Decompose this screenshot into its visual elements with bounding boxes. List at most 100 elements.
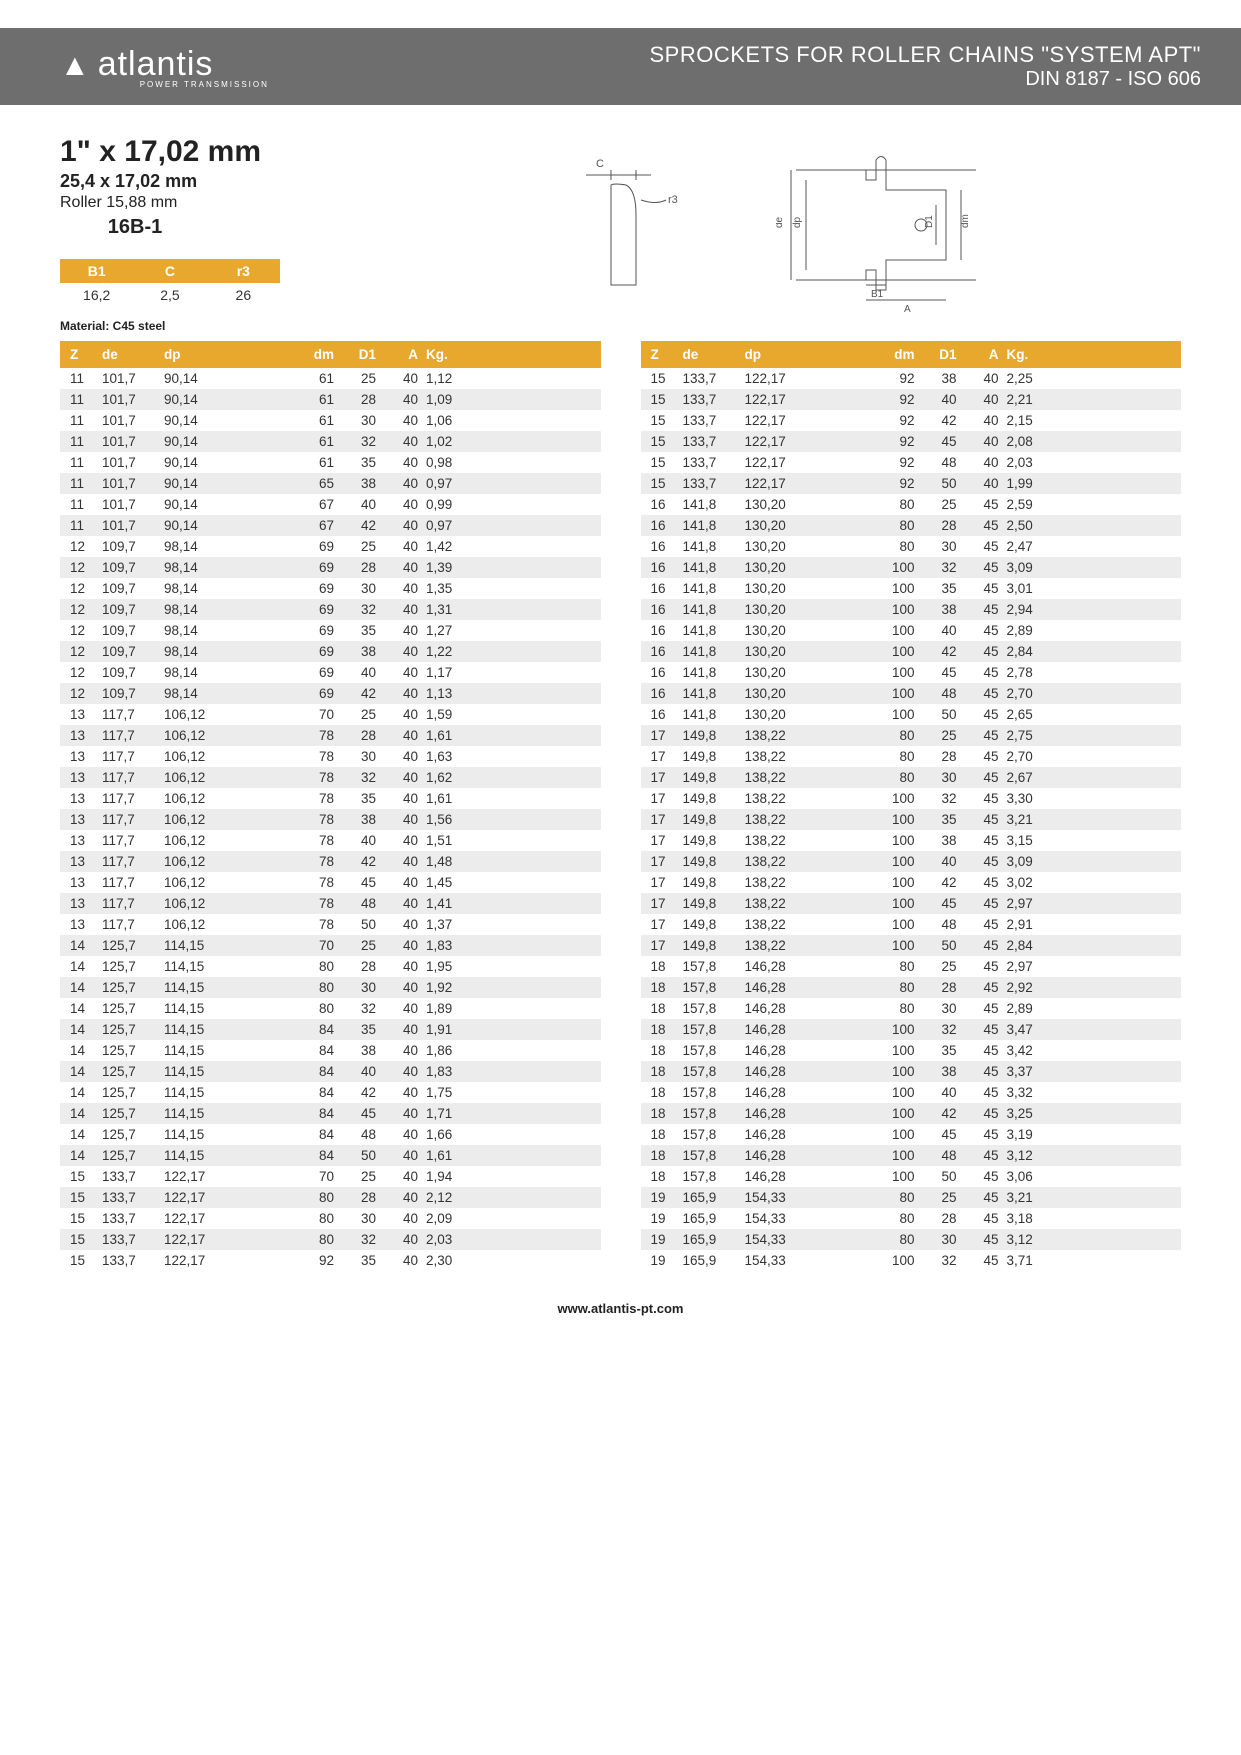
cell <box>234 1208 294 1229</box>
cell: 16 <box>641 578 683 599</box>
table-row: 18157,8146,288030452,89 <box>641 998 1182 1019</box>
table-row: 18157,8146,2810045453,19 <box>641 1124 1182 1145</box>
th-dm: dm <box>294 341 342 368</box>
cell: 84 <box>294 1019 342 1040</box>
cell: 0,98 <box>426 452 476 473</box>
cell <box>815 1124 875 1145</box>
table-row: 18157,8146,2810040453,32 <box>641 1082 1182 1103</box>
cell: 40 <box>384 998 426 1019</box>
cell: 17 <box>641 914 683 935</box>
spec-block: 1" x 17,02 mm 25,4 x 17,02 mm Roller 15,… <box>60 135 340 333</box>
cell: 3,18 <box>1007 1208 1057 1229</box>
cell <box>234 1229 294 1250</box>
cell: 11 <box>60 494 102 515</box>
cell: 13 <box>60 893 102 914</box>
cell: 1,86 <box>426 1040 476 1061</box>
cell <box>815 767 875 788</box>
cell: 40 <box>384 725 426 746</box>
table-row: 18157,8146,2810042453,25 <box>641 1103 1182 1124</box>
cell: 2,91 <box>1007 914 1057 935</box>
cell: 100 <box>875 578 923 599</box>
table-row: 17149,8138,228030452,67 <box>641 767 1182 788</box>
cell: 130,20 <box>745 599 815 620</box>
cell: 130,20 <box>745 578 815 599</box>
cell: 1,61 <box>426 788 476 809</box>
cell: 2,70 <box>1007 746 1057 767</box>
cell: 40 <box>384 1103 426 1124</box>
cell: 1,59 <box>426 704 476 725</box>
cell: 13 <box>60 809 102 830</box>
cell <box>234 1166 294 1187</box>
cell: 146,28 <box>745 956 815 977</box>
cell: 15 <box>641 368 683 389</box>
cell: 40 <box>384 977 426 998</box>
cell: 45 <box>923 1124 965 1145</box>
cell <box>815 578 875 599</box>
table-row: 13117,7106,127845401,45 <box>60 872 601 893</box>
small-th-b1: B1 <box>60 259 133 283</box>
table-row: 15133,7122,178032402,03 <box>60 1229 601 1250</box>
cell: 15 <box>641 431 683 452</box>
cell: 38 <box>923 1061 965 1082</box>
cell: 2,67 <box>1007 767 1057 788</box>
cell <box>234 662 294 683</box>
table-row: 15133,7122,179238402,25 <box>641 368 1182 389</box>
th-d1: D1 <box>342 341 384 368</box>
cell: 100 <box>875 1103 923 1124</box>
cell: 69 <box>294 620 342 641</box>
table-row: 15133,7122,178030402,09 <box>60 1208 601 1229</box>
cell: 11 <box>60 431 102 452</box>
cell: 100 <box>875 872 923 893</box>
cell: 114,15 <box>164 998 234 1019</box>
cell <box>815 704 875 725</box>
cell: 1,99 <box>1007 473 1057 494</box>
cell: 109,7 <box>102 536 164 557</box>
cell: 50 <box>923 704 965 725</box>
table-row: 14125,7114,158032401,89 <box>60 998 601 1019</box>
cell: 17 <box>641 851 683 872</box>
cell: 125,7 <box>102 956 164 977</box>
cell: 45 <box>965 662 1007 683</box>
cell: 2,65 <box>1007 704 1057 725</box>
cell: 3,71 <box>1007 1250 1057 1271</box>
cell: 40 <box>384 1208 426 1229</box>
cell: 100 <box>875 1166 923 1187</box>
table-row: 17149,8138,2210042453,02 <box>641 872 1182 893</box>
table-row: 15133,7122,178028402,12 <box>60 1187 601 1208</box>
cell: 69 <box>294 578 342 599</box>
table-row: 13117,7106,127025401,59 <box>60 704 601 725</box>
cell: 45 <box>965 788 1007 809</box>
cell: 141,8 <box>683 494 745 515</box>
cell: 80 <box>294 1208 342 1229</box>
cell: 130,20 <box>745 515 815 536</box>
cell <box>815 473 875 494</box>
cell: 117,7 <box>102 851 164 872</box>
cell: 114,15 <box>164 1082 234 1103</box>
cell: 141,8 <box>683 515 745 536</box>
cell: 15 <box>60 1229 102 1250</box>
cell: 12 <box>60 536 102 557</box>
logo: ▲ atlantis POWER TRANSMISSION <box>60 45 269 89</box>
cell <box>234 515 294 536</box>
cell: 48 <box>923 683 965 704</box>
cell: 1,61 <box>426 1145 476 1166</box>
table-row: 15133,7122,179245402,08 <box>641 431 1182 452</box>
cell: 122,17 <box>164 1166 234 1187</box>
cell: 40 <box>384 1061 426 1082</box>
table-row: 18157,8146,2810048453,12 <box>641 1145 1182 1166</box>
cell: 12 <box>60 599 102 620</box>
cell: 45 <box>965 935 1007 956</box>
th-a: A <box>384 341 426 368</box>
cell: 11 <box>60 473 102 494</box>
cell: 92 <box>875 368 923 389</box>
cell: 122,17 <box>164 1229 234 1250</box>
cell: 2,97 <box>1007 956 1057 977</box>
cell: 122,17 <box>745 473 815 494</box>
cell: 45 <box>965 998 1007 1019</box>
table-row: 18157,8146,288025452,97 <box>641 956 1182 977</box>
spec-sub2: Roller 15,88 mm <box>60 194 340 212</box>
cell: 100 <box>875 893 923 914</box>
cell: 28 <box>342 725 384 746</box>
cell: 48 <box>923 914 965 935</box>
cell: 25 <box>923 494 965 515</box>
